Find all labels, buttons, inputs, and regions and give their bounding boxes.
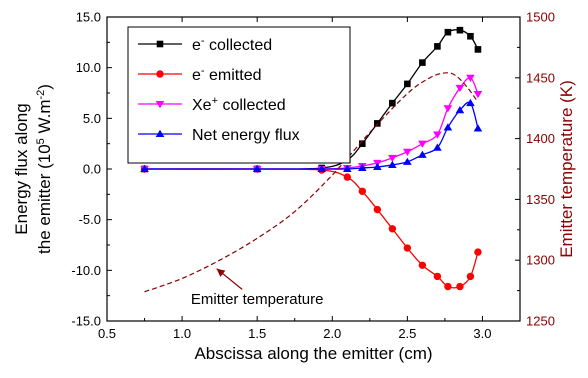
legend-label: e- collected <box>192 35 272 54</box>
y-tick-label: 10.0 <box>76 60 101 75</box>
point-net_flux <box>252 164 262 172</box>
x-tick-label: 3.0 <box>473 326 491 341</box>
point-xe_collected <box>403 148 412 156</box>
point-xe_collected <box>443 105 453 113</box>
y-axis-title-part: the emitter (10 <box>35 144 54 254</box>
legend-marker <box>156 70 164 78</box>
series-line-e_emitted <box>144 168 479 289</box>
y-axis-title-part: W.m <box>35 100 54 139</box>
point-e_collected <box>444 28 452 36</box>
point-net_flux <box>317 164 327 172</box>
legend-marker <box>156 40 164 48</box>
legend-label-rest: collected <box>205 37 273 54</box>
legend-label-sup: - <box>201 65 205 77</box>
y2-axis-title: Emitter temperature (K) <box>557 80 576 258</box>
point-e_emitted <box>433 272 442 281</box>
legend-label: Net energy flux <box>192 127 300 144</box>
point-e_emitted <box>373 205 382 214</box>
legend-label-sup: + <box>212 95 218 107</box>
point-xe_collected <box>466 74 475 82</box>
annotation-layer: Emitter temperature <box>191 268 324 308</box>
legend-label: Xe+ collected <box>192 95 286 114</box>
point-e_collected <box>419 59 426 66</box>
annotation-arrow-head <box>216 268 226 277</box>
point-e_collected <box>474 46 482 53</box>
y-axis-title-part: ) <box>35 84 54 90</box>
point-e_collected <box>389 99 396 107</box>
point-net_flux <box>342 164 352 172</box>
y-tick-label: -10.0 <box>71 263 101 278</box>
legend-box <box>127 26 351 164</box>
point-e_emitted <box>418 261 427 269</box>
y2-tick-label: 1350 <box>526 192 555 207</box>
x-tick-label: 2.5 <box>398 326 416 341</box>
point-xe_collected <box>433 131 442 139</box>
legend-label-rest: emitted <box>205 67 262 84</box>
legend-label-sup: - <box>201 35 205 47</box>
point-e_collected <box>434 43 441 50</box>
point-e_emitted <box>444 282 452 291</box>
point-e_collected <box>374 120 381 127</box>
x-tick-label: 0.5 <box>98 326 116 341</box>
x-tick-label: 1.0 <box>173 326 191 341</box>
point-e_emitted <box>403 244 412 252</box>
point-xe_collected <box>388 154 397 163</box>
annotation-text: Emitter temperature <box>191 291 324 308</box>
legend-marker <box>155 129 165 137</box>
point-e_emitted <box>358 187 367 195</box>
y2-tick-label: 1400 <box>526 131 555 146</box>
point-net_flux <box>373 162 382 170</box>
x-tick-label: 1.5 <box>248 326 266 341</box>
point-net_flux <box>140 164 149 172</box>
point-net_flux <box>418 150 427 158</box>
series-layer <box>140 26 483 293</box>
legend-label-base: e <box>192 37 201 54</box>
point-net_flux <box>466 98 475 107</box>
point-e_emitted <box>456 282 464 291</box>
y2-tick-label: 1500 <box>526 10 555 25</box>
y2-tick-label: 1450 <box>526 70 555 85</box>
y-axis-title-line2: the emitter (105 W.m-2) <box>35 84 54 254</box>
point-e_collected <box>467 32 474 40</box>
point-net_flux <box>433 143 442 151</box>
y-axis-title-sup: -2 <box>35 90 47 100</box>
point-e_emitted <box>466 272 475 281</box>
legend-label-rest: collected <box>218 97 286 114</box>
point-net_flux <box>403 157 412 165</box>
point-e_collected <box>359 140 366 147</box>
x-axis-title: Abscissa along the emitter (cm) <box>194 344 432 363</box>
point-net_flux <box>473 124 483 132</box>
point-e_emitted <box>474 248 482 256</box>
point-net_flux <box>443 123 453 131</box>
y-axis-title-sup: 5 <box>35 138 47 144</box>
series-line-temperature <box>144 72 479 293</box>
point-e_emitted <box>388 225 397 233</box>
y-tick-label: -5.0 <box>79 212 101 227</box>
y-tick-label: 0.0 <box>83 162 101 177</box>
legend-marker <box>155 101 165 109</box>
legend-label: e- emitted <box>192 65 262 84</box>
legend-label-base: Net energy flux <box>192 127 300 144</box>
y2-tick-label: 1250 <box>526 314 555 329</box>
point-xe_collected <box>455 84 465 93</box>
point-xe_collected <box>473 91 483 99</box>
axes-layer: 0.5 1.0 1.5 2.0 2.5 3.0-15.0-10.0-5.00.05.010… <box>12 10 576 364</box>
point-net_flux <box>388 160 397 168</box>
point-net_flux <box>358 163 367 171</box>
point-xe_collected <box>418 140 427 148</box>
y-axis-title-line1: Energy flux along <box>12 103 31 234</box>
point-e_collected <box>456 26 464 34</box>
point-e_collected <box>404 80 411 88</box>
y-tick-label: 15.0 <box>76 10 101 25</box>
point-e_emitted <box>343 173 351 181</box>
point-net_flux <box>455 106 465 114</box>
y2-tick-label: 1300 <box>526 253 555 268</box>
legend-label-base: e <box>192 67 201 84</box>
x-tick-label: 2.0 <box>323 326 341 341</box>
y-tick-label: 5.0 <box>83 111 101 126</box>
legend-label-base: Xe <box>192 97 212 114</box>
y-tick-label: -15.0 <box>71 314 101 329</box>
